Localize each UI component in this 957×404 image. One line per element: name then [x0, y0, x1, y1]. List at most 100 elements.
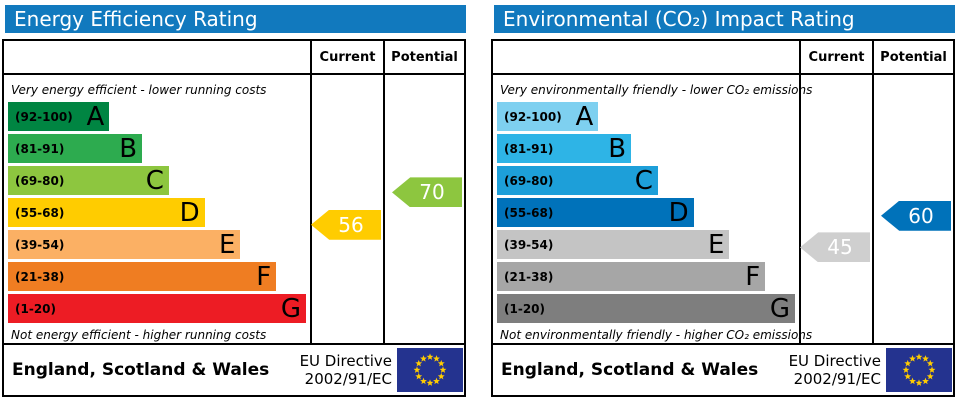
environmental-co2-impact-rating-panel: Environmental (CO₂) Impact Rating Curren…	[491, 5, 955, 397]
table-header-row: Current Potential	[493, 41, 953, 75]
eu-directive-line2: 2002/91/EC	[793, 370, 881, 388]
band-row-b: (81-91) B	[497, 134, 795, 163]
band-row-c: (69-80) C	[8, 166, 306, 195]
eu-directive-label: EU Directive 2002/91/EC	[300, 352, 392, 388]
band-letter: G	[280, 293, 301, 324]
band-bar-b: (81-91) B	[8, 133, 143, 164]
band-range: (21-38)	[15, 269, 65, 284]
potential-rating-cell: 70	[385, 75, 464, 343]
band-range: (1-20)	[504, 301, 545, 316]
band-bar-e: (39-54) E	[8, 229, 241, 260]
band-range: (55-68)	[504, 205, 554, 220]
rating-table: Current Potential Very energy efficient …	[2, 39, 466, 397]
band-bar-f: (21-38) F	[497, 261, 766, 292]
band-bar-a: (92-100) A	[8, 101, 110, 132]
band-letter: E	[219, 229, 236, 260]
eu-directive-label: EU Directive 2002/91/EC	[789, 352, 881, 388]
band-range: (39-54)	[504, 237, 554, 252]
band-bar-d: (55-68) D	[497, 198, 694, 227]
chart-row: Very environmentally friendly - lower CO…	[493, 75, 953, 345]
current-rating-arrow: 45	[800, 232, 870, 263]
band-range: (69-80)	[15, 173, 65, 188]
band-letter: E	[708, 229, 725, 260]
region-label: England, Scotland & Wales	[501, 360, 759, 380]
band-bar-g: (1-20) G	[497, 294, 795, 323]
header-spacer-cell	[4, 41, 312, 73]
panel-title: Environmental (CO₂) Impact Rating	[494, 5, 955, 33]
band-range: (81-91)	[504, 141, 554, 156]
band-row-a: (92-100) A	[497, 102, 795, 131]
eu-flag-icon	[886, 348, 952, 392]
current-rating-cell: 45	[800, 75, 874, 343]
band-range: (1-20)	[15, 301, 56, 316]
band-range: (21-38)	[504, 269, 554, 284]
bands-cell: Very environmentally friendly - lower CO…	[493, 75, 813, 343]
potential-rating-arrow: 70	[392, 177, 462, 208]
band-letter: F	[745, 261, 761, 292]
region-label: England, Scotland & Wales	[12, 360, 270, 380]
band-row-f: (21-38) F	[497, 262, 795, 291]
band-row-e: (39-54) E	[8, 230, 306, 259]
current-rating-cell: 56	[311, 75, 385, 343]
rating-table: Current Potential Very environmentally f…	[491, 39, 955, 397]
energy-efficiency-rating-panel: Energy Efficiency Rating Current Potenti…	[2, 5, 466, 397]
band-letter: C	[145, 165, 164, 196]
potential-rating-cell: 60	[874, 75, 953, 343]
band-letter: A	[86, 101, 105, 132]
band-letter: D	[179, 197, 200, 228]
potential-column-header: Potential	[880, 49, 947, 65]
band-letter: B	[608, 133, 627, 164]
potential-rating-arrow: 60	[881, 200, 951, 231]
band-letter: B	[119, 133, 138, 164]
band-row-g: (1-20) G	[8, 294, 306, 323]
band-row-g: (1-20) G	[497, 294, 795, 323]
band-bar-c: (69-80) C	[497, 166, 658, 195]
band-row-f: (21-38) F	[8, 262, 306, 291]
band-range: (39-54)	[15, 237, 65, 252]
bands-cell: Very energy efficient - lower running co…	[4, 75, 312, 343]
band-bar-c: (69-80) C	[8, 166, 169, 195]
band-bar-g: (1-20) G	[8, 294, 306, 323]
band-bar-b: (81-91) B	[497, 133, 632, 164]
band-bar-f: (21-38) F	[8, 261, 277, 292]
current-column-header: Current	[312, 41, 385, 73]
band-range: (69-80)	[504, 173, 554, 188]
table-footer-row: England, Scotland & Wales EU Directive 2…	[4, 345, 464, 395]
band-row-a: (92-100) A	[8, 102, 306, 131]
rating-bands: (92-100) A (81-91) B (69-80) C (55-68) D (39-54)…	[497, 102, 795, 323]
eu-directive-line2: 2002/91/EC	[304, 370, 392, 388]
current-rating-arrow: 56	[311, 209, 381, 240]
bottom-note: Not energy efficient - higher running co…	[11, 328, 267, 342]
band-range: (55-68)	[15, 205, 65, 220]
potential-column-header: Potential	[391, 49, 458, 65]
eu-directive-line1: EU Directive	[788, 352, 881, 370]
header-spacer-cell	[493, 41, 801, 73]
band-row-e: (39-54) E	[497, 230, 795, 259]
eu-flag-icon	[397, 348, 463, 392]
band-letter: D	[668, 197, 689, 228]
band-bar-d: (55-68) D	[8, 198, 205, 227]
band-bar-a: (92-100) A	[497, 101, 599, 132]
band-letter: G	[769, 293, 790, 324]
eu-directive-line1: EU Directive	[299, 352, 392, 370]
band-range: (92-100)	[15, 109, 73, 124]
band-row-d: (55-68) D	[497, 198, 795, 227]
top-note: Very environmentally friendly - lower CO…	[500, 83, 813, 97]
bottom-note: Not environmentally friendly - higher CO…	[500, 328, 813, 342]
band-bar-e: (39-54) E	[497, 229, 730, 260]
table-header-row: Current Potential	[4, 41, 464, 75]
band-row-d: (55-68) D	[8, 198, 306, 227]
band-letter: C	[634, 165, 653, 196]
band-row-b: (81-91) B	[8, 134, 306, 163]
rating-bands: (92-100) A (81-91) B (69-80) C (55-68) D (39-54)…	[8, 102, 306, 323]
panel-title: Energy Efficiency Rating	[5, 5, 466, 33]
current-column-header: Current	[801, 41, 874, 73]
band-row-c: (69-80) C	[497, 166, 795, 195]
band-range: (92-100)	[504, 109, 562, 124]
band-range: (81-91)	[15, 141, 65, 156]
chart-row: Very energy efficient - lower running co…	[4, 75, 464, 345]
top-note: Very energy efficient - lower running co…	[11, 83, 267, 97]
table-footer-row: England, Scotland & Wales EU Directive 2…	[493, 345, 953, 395]
band-letter: A	[575, 101, 594, 132]
band-letter: F	[256, 261, 272, 292]
